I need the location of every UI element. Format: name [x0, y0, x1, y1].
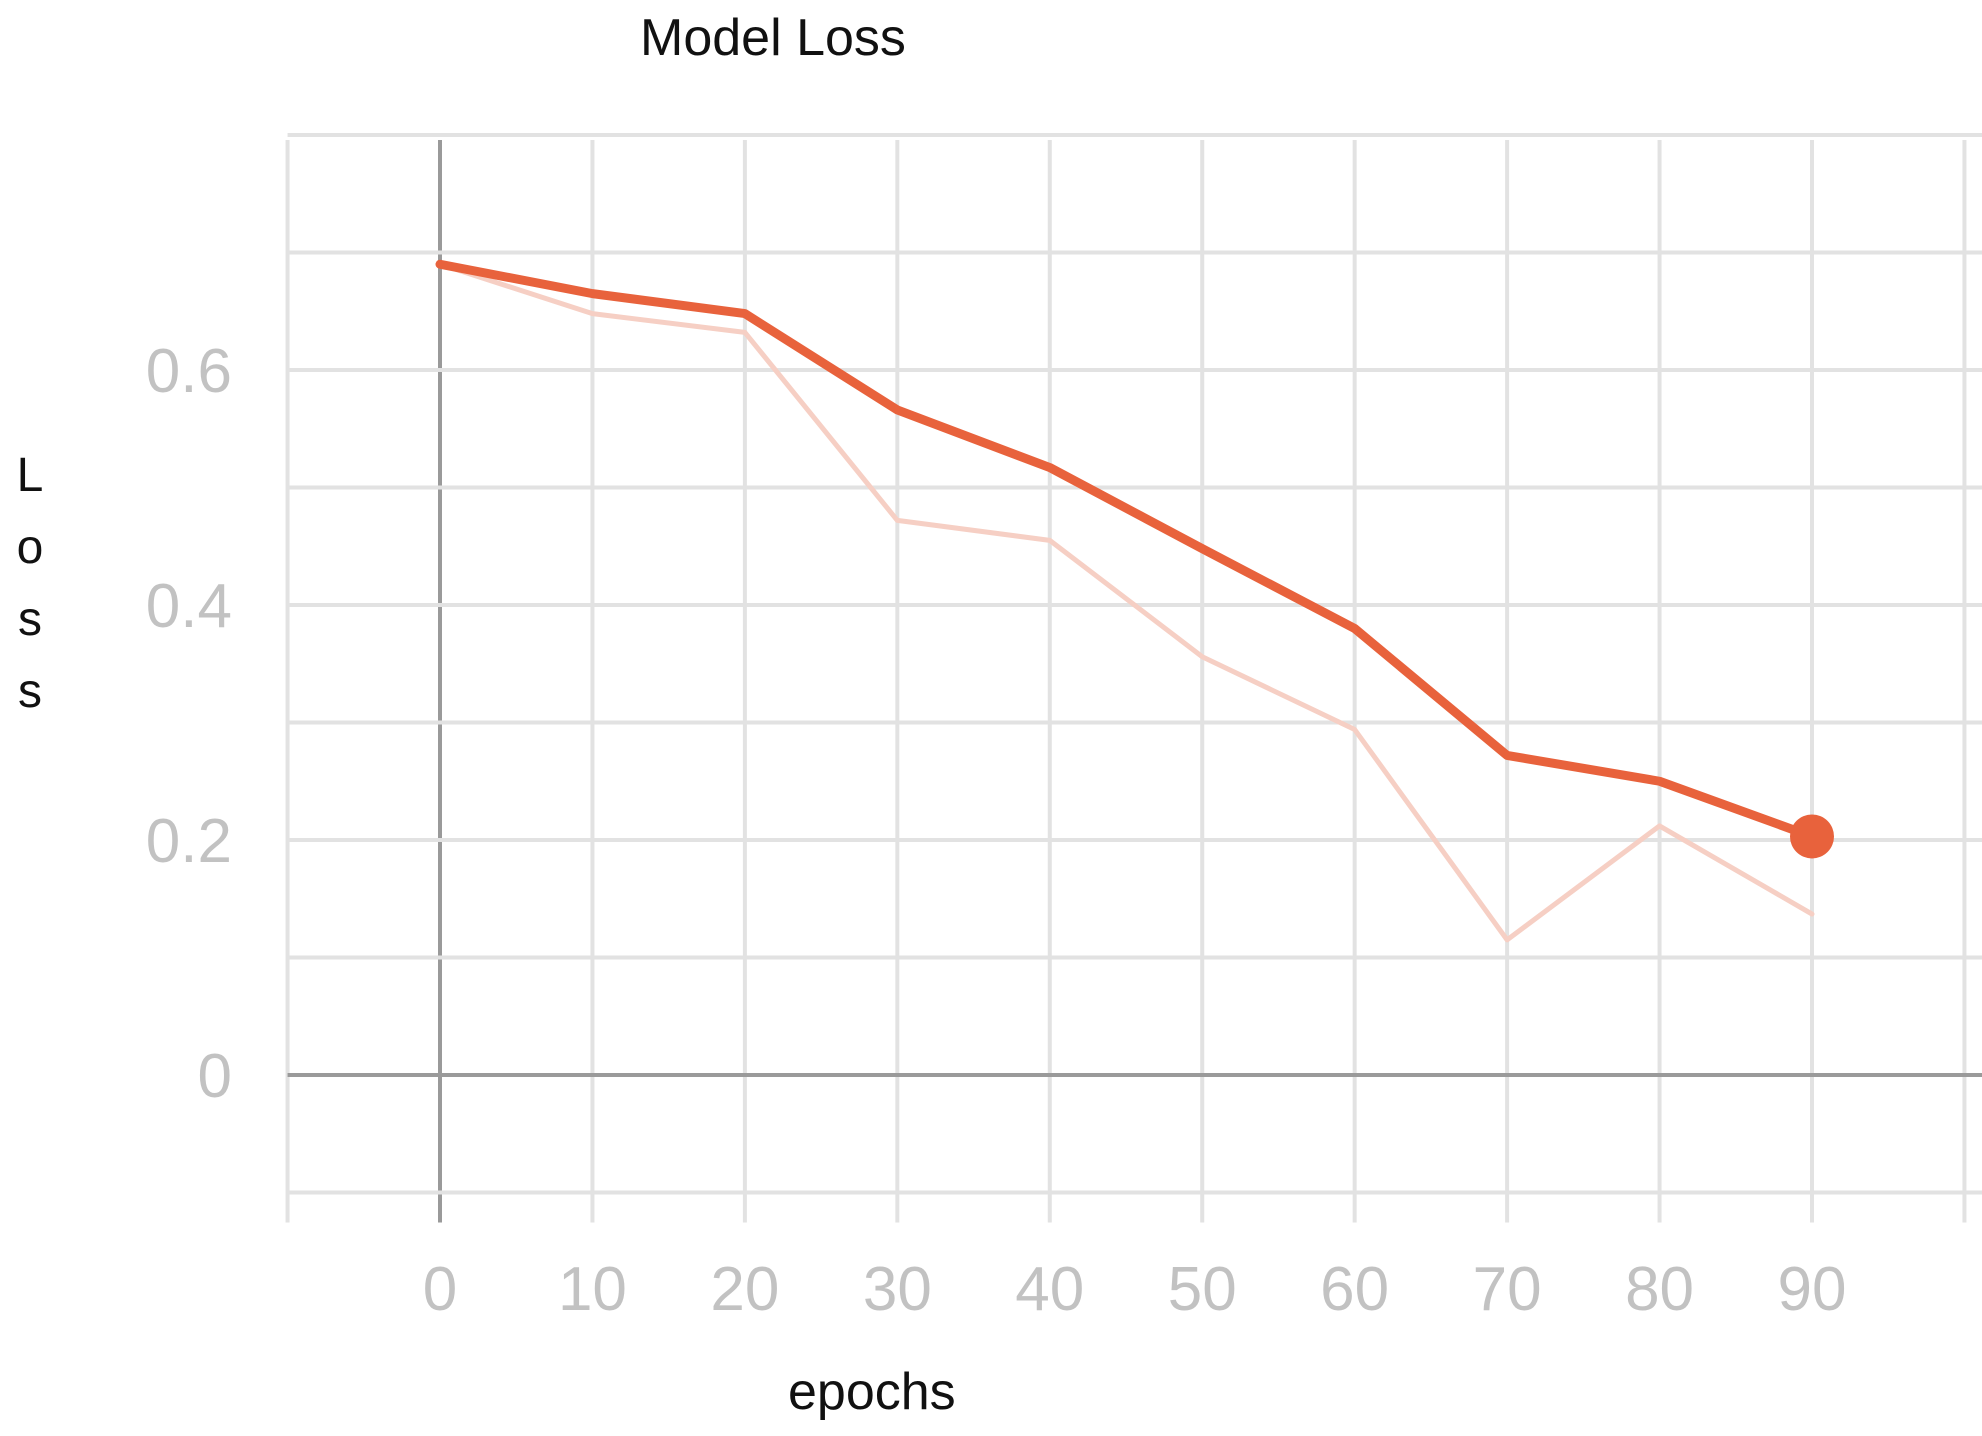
- y-tick-label: 0.4: [146, 572, 232, 641]
- x-tick-label: 80: [1625, 1255, 1694, 1324]
- x-tick-label: 0: [423, 1255, 457, 1324]
- y-tick-label: 0.6: [146, 337, 232, 406]
- x-axis-label: epochs: [788, 1363, 956, 1421]
- series-line-raw: [437, 261, 1815, 943]
- x-tick-label: 10: [558, 1255, 627, 1324]
- y-tick-label: 0.2: [146, 807, 232, 876]
- x-tick-label: 20: [710, 1255, 779, 1324]
- x-tick-label: 60: [1320, 1255, 1389, 1324]
- y-axis-label: Loss: [16, 449, 44, 718]
- x-tick-label: 40: [1015, 1255, 1084, 1324]
- x-tick-label: 70: [1473, 1255, 1542, 1324]
- series-line-smoothed: [435, 259, 1817, 841]
- x-tick-label: 90: [1778, 1255, 1847, 1324]
- x-tick-label: 50: [1168, 1255, 1237, 1324]
- y-tick-label: 0: [198, 1042, 232, 1111]
- x-tick-label: 30: [863, 1255, 932, 1324]
- chart-title: Model Loss: [640, 9, 906, 67]
- series-end-marker: [1790, 814, 1834, 859]
